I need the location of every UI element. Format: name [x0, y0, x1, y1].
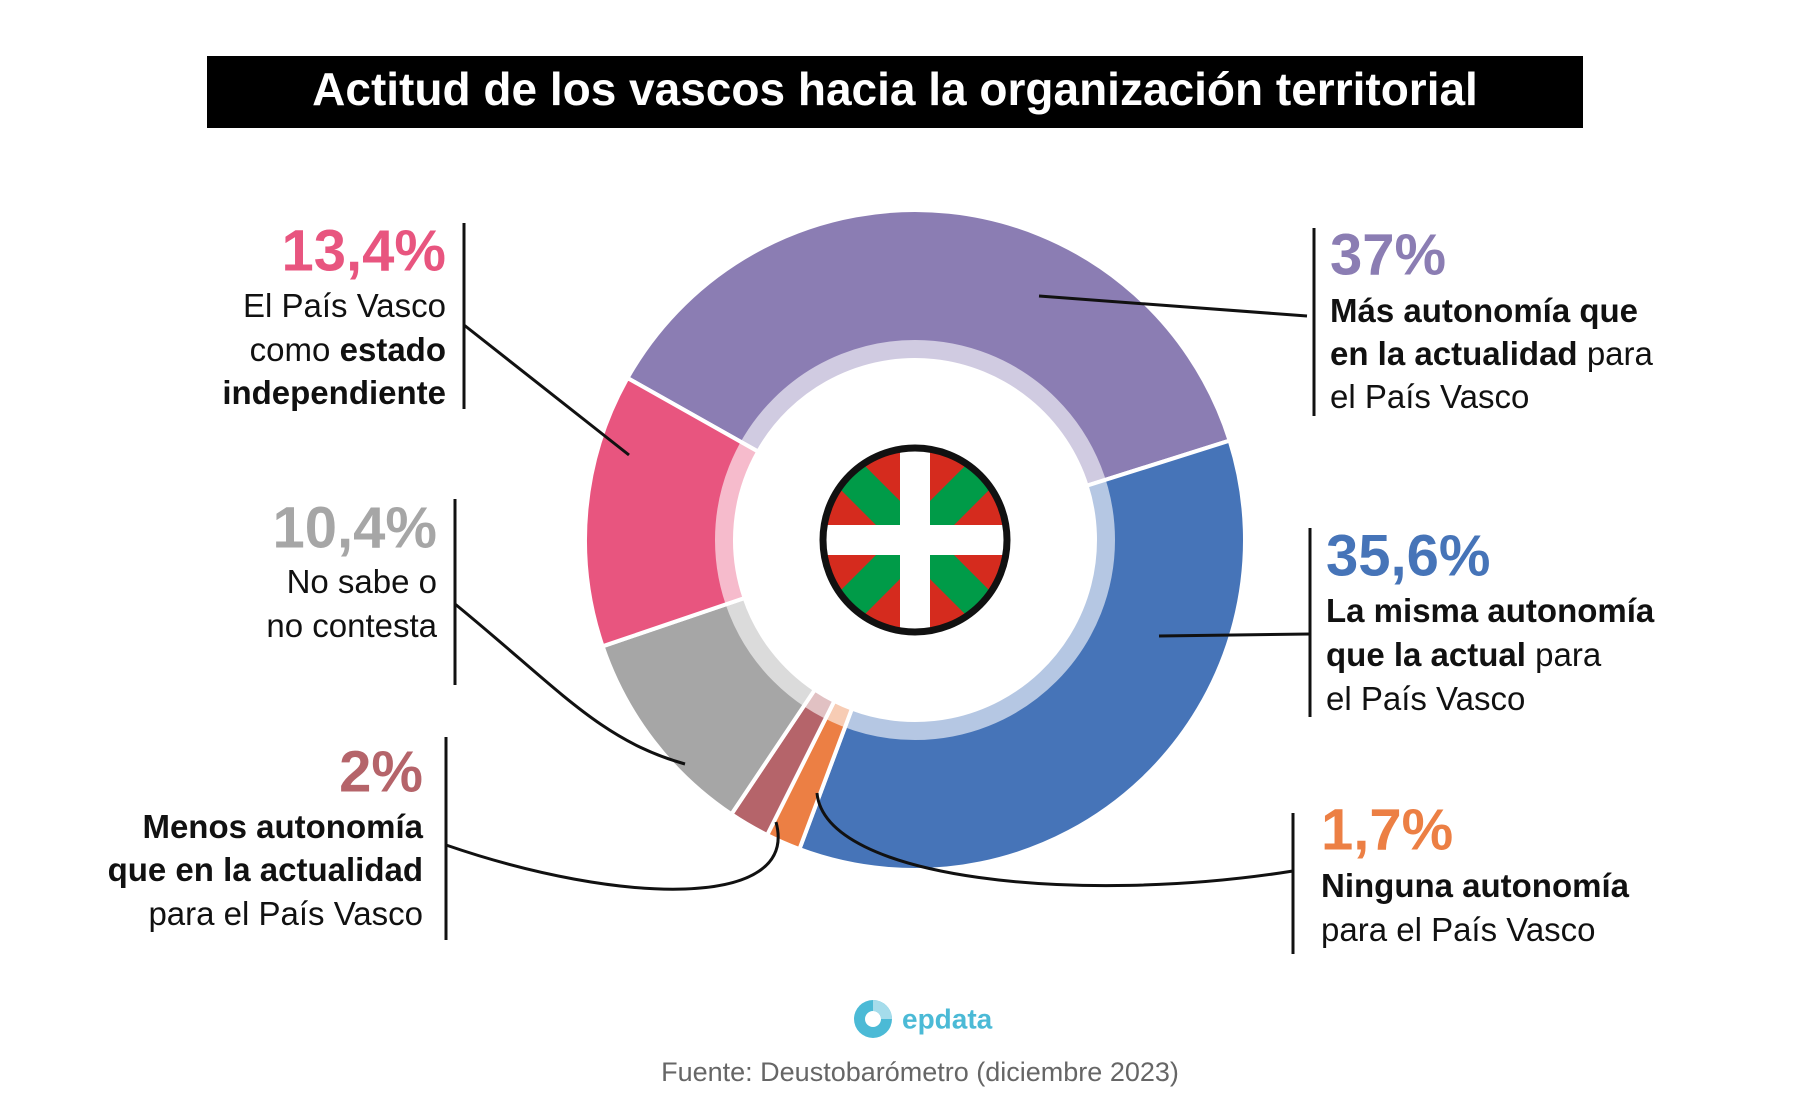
label-run: no contesta	[266, 607, 437, 644]
label-run: el País Vasco	[1326, 680, 1525, 717]
label-run: estado	[340, 331, 446, 368]
label-run: como	[250, 331, 331, 368]
category-label: El País Vasco	[243, 287, 446, 324]
value-label: 2%	[339, 739, 423, 804]
category-label: no contesta	[266, 607, 437, 644]
brand-logo: epdata	[854, 1000, 993, 1038]
chart-title: Actitud de los vascos hacia la organizac…	[312, 63, 1478, 115]
label-run: No sabe o	[287, 563, 437, 600]
category-label: que en la actualidad	[108, 851, 423, 888]
label-run: para	[1535, 636, 1602, 673]
category-label: como estado	[250, 331, 446, 368]
label-run: El País Vasco	[243, 287, 446, 324]
source: Fuente: Deustobarómetro (diciembre 2023)	[661, 1057, 1179, 1087]
value-label: 35,6%	[1326, 523, 1490, 588]
category-label: independiente	[222, 374, 446, 411]
category-label: el País Vasco	[1330, 378, 1529, 415]
category-label: Más autonomía que	[1330, 292, 1638, 329]
label-run: que la actual	[1326, 636, 1526, 673]
category-label: en la actualidad para	[1330, 335, 1654, 372]
label-run: en la actualidad	[1330, 335, 1578, 372]
value-label: 37%	[1330, 222, 1446, 287]
basque-flag	[819, 444, 1011, 636]
label-run: para el País Vasco	[148, 895, 423, 932]
label-run: para	[1587, 335, 1654, 372]
value-label: 13,4%	[282, 218, 446, 283]
brand-name: epdata	[902, 1003, 993, 1034]
category-label: para el País Vasco	[1321, 911, 1596, 948]
category-label: el País Vasco	[1326, 680, 1525, 717]
label-run: el País Vasco	[1330, 378, 1529, 415]
value-label: 1,7%	[1321, 797, 1453, 862]
category-label: Menos autonomía	[142, 808, 423, 845]
category-label: Ninguna autonomía	[1321, 867, 1630, 904]
inner-ring	[715, 340, 1115, 740]
label-run: La misma autonomía	[1326, 592, 1655, 629]
label-run: Ninguna autonomía	[1321, 867, 1630, 904]
category-label: que la actual para	[1326, 636, 1602, 673]
label-run: para el País Vasco	[1321, 911, 1596, 948]
category-label: La misma autonomía	[1326, 592, 1655, 629]
label-run: que en la actualidad	[108, 851, 423, 888]
label-run: Más autonomía que	[1330, 292, 1638, 329]
leader-lines	[445, 294, 1311, 891]
title-box	[207, 56, 1583, 128]
value-label: 10,4%	[273, 495, 437, 560]
category-label: No sabe o	[287, 563, 437, 600]
label-run: Menos autonomía	[142, 808, 423, 845]
category-label: para el País Vasco	[148, 895, 423, 932]
label-run: independiente	[222, 374, 446, 411]
